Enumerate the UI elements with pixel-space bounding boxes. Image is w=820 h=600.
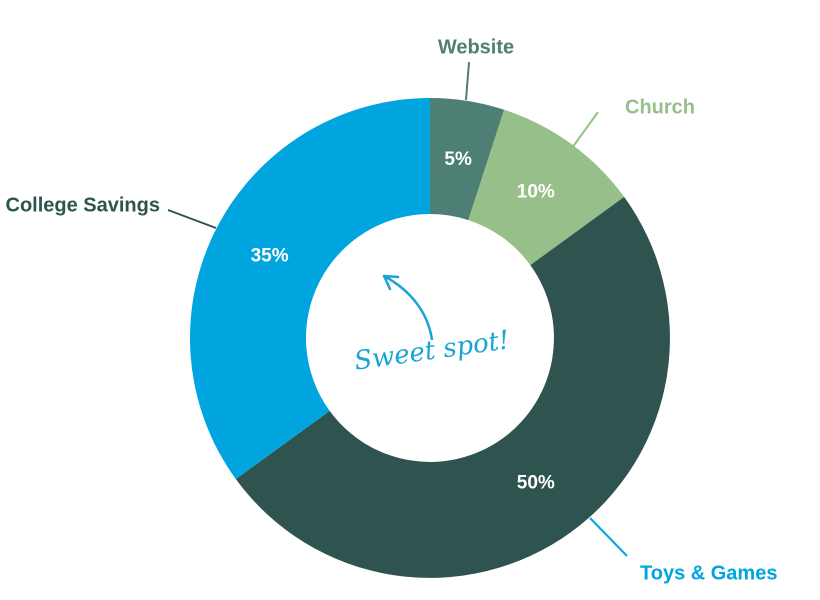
value-label: 35% [251, 245, 289, 266]
annotation-arrowhead [382, 274, 400, 291]
leader-line [167, 209, 217, 229]
category-label: Website [438, 36, 514, 58]
slice [235, 196, 670, 578]
leader-line [571, 111, 599, 149]
slice [430, 98, 505, 221]
slice [468, 109, 625, 266]
category-label: Church [625, 96, 695, 118]
category-label: College Savings [6, 194, 161, 216]
donut [190, 98, 670, 578]
category-label: Toys & Games [640, 562, 777, 584]
value-label: 5% [444, 149, 472, 170]
annotation-arrow [383, 274, 434, 341]
slice [190, 98, 430, 480]
value-label: 10% [517, 181, 555, 202]
leader-line [465, 61, 470, 101]
leader-line [589, 517, 628, 557]
value-label: 50% [517, 473, 555, 494]
